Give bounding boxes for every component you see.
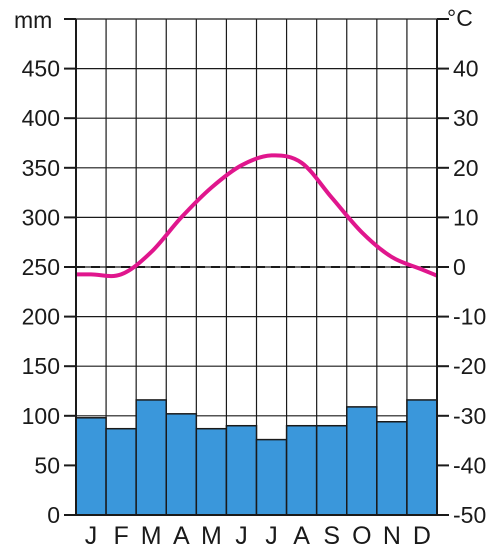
precip-bar (255, 438, 288, 516)
month-label: D (413, 522, 431, 550)
month-label: J (265, 522, 278, 550)
left-axis-unit: mm (14, 7, 52, 33)
right-tick-label: 30 (453, 105, 479, 131)
left-tick-label: 100 (22, 403, 60, 429)
month-label: J (85, 522, 98, 550)
month-label: F (113, 522, 128, 550)
right-tick-label: -40 (453, 452, 486, 478)
left-tick-label: 250 (22, 254, 60, 280)
month-label: M (141, 522, 162, 550)
precip-bar (105, 427, 137, 516)
precip-bar (285, 424, 318, 516)
right-tick-label: -30 (453, 403, 486, 429)
month-label: J (235, 522, 248, 550)
left-tick-label: 300 (22, 204, 60, 230)
right-tick-label: 20 (453, 155, 479, 181)
precip-bar (75, 417, 107, 516)
left-tick-label: 350 (22, 155, 60, 181)
right-tick-label: -20 (453, 353, 486, 379)
month-label: A (293, 522, 310, 550)
precipitation-bars (75, 399, 438, 516)
right-tick-label: 10 (453, 204, 479, 230)
left-tick-label: 50 (34, 452, 60, 478)
tick-labels: 050100150200250300350400450-50-40-30-20-… (22, 56, 487, 550)
right-tick-label: -50 (453, 502, 486, 528)
temperature-curve (76, 153, 437, 279)
precip-bar (195, 427, 228, 516)
month-label: S (323, 522, 340, 550)
right-tick-label: -10 (453, 304, 486, 330)
left-tick-label: 150 (22, 353, 60, 379)
right-tick-label: 0 (453, 254, 466, 280)
left-tick-label: 400 (22, 105, 60, 131)
left-tick-label: 200 (22, 304, 60, 330)
left-tick-label: 450 (22, 56, 60, 82)
month-label: M (201, 522, 222, 550)
precip-bar (165, 413, 198, 516)
left-tick-label: 0 (47, 502, 60, 528)
month-label: N (383, 522, 401, 550)
right-axis-unit: °C (447, 5, 473, 31)
temperature-line (76, 153, 437, 279)
precip-bar (346, 406, 378, 516)
right-tick-label: 40 (453, 56, 479, 82)
month-label: A (173, 522, 190, 550)
precip-bar (135, 399, 168, 516)
precip-bar (376, 421, 408, 516)
month-label: O (352, 522, 371, 550)
axes (64, 18, 449, 516)
precip-bar (315, 424, 348, 516)
precip-bar (225, 424, 258, 516)
precip-bar (406, 399, 438, 516)
